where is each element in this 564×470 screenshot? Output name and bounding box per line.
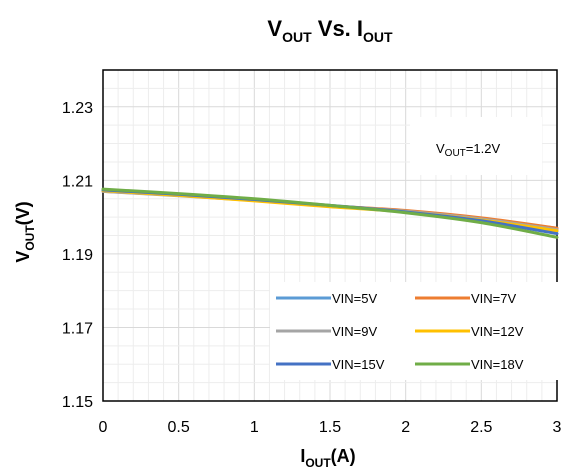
x-tick-label: 2 — [401, 419, 410, 436]
legend-label: VIN=18V — [471, 357, 524, 372]
legend-label: VIN=5V — [332, 291, 377, 306]
y-tick-label: 1.17 — [62, 320, 93, 337]
plot-area — [102, 69, 558, 402]
x-tick-label: 0.5 — [168, 419, 190, 436]
annotation-box — [410, 117, 542, 175]
legend-label: VIN=15V — [332, 357, 385, 372]
y-tick-label: 1.21 — [62, 173, 93, 190]
legend-label: VIN=7V — [471, 291, 516, 306]
legend: VIN=5V VIN=7V VIN=9V VIN=12V VIN=15V VIN=18V — [276, 291, 524, 372]
legend-label: VIN=9V — [332, 324, 377, 339]
y-tick-labels: 1.15 1.17 1.19 1.21 1.23 — [62, 100, 93, 411]
x-tick-label: 1.5 — [319, 419, 341, 436]
y-tick-label: 1.19 — [62, 247, 93, 264]
x-tick-labels: 0 0.5 1 1.5 2 2.5 3 — [99, 419, 562, 436]
x-tick-label: 3 — [553, 419, 562, 436]
y-axis-label: VOUT(V) — [13, 201, 37, 262]
x-tick-label: 2.5 — [470, 419, 492, 436]
series-lines — [101, 187, 559, 239]
y-tick-label: 1.23 — [62, 100, 93, 117]
series-line — [101, 187, 559, 239]
legend-label: VIN=12V — [471, 324, 524, 339]
x-tick-label: 0 — [99, 419, 108, 436]
x-axis-label: IOUT(A) — [300, 446, 355, 470]
annotation-text: VOUT=1.2V — [436, 141, 500, 159]
chart-title: VOUT Vs. IOUT — [267, 16, 393, 45]
x-tick-label: 1 — [250, 419, 259, 436]
y-tick-label: 1.15 — [62, 394, 93, 411]
